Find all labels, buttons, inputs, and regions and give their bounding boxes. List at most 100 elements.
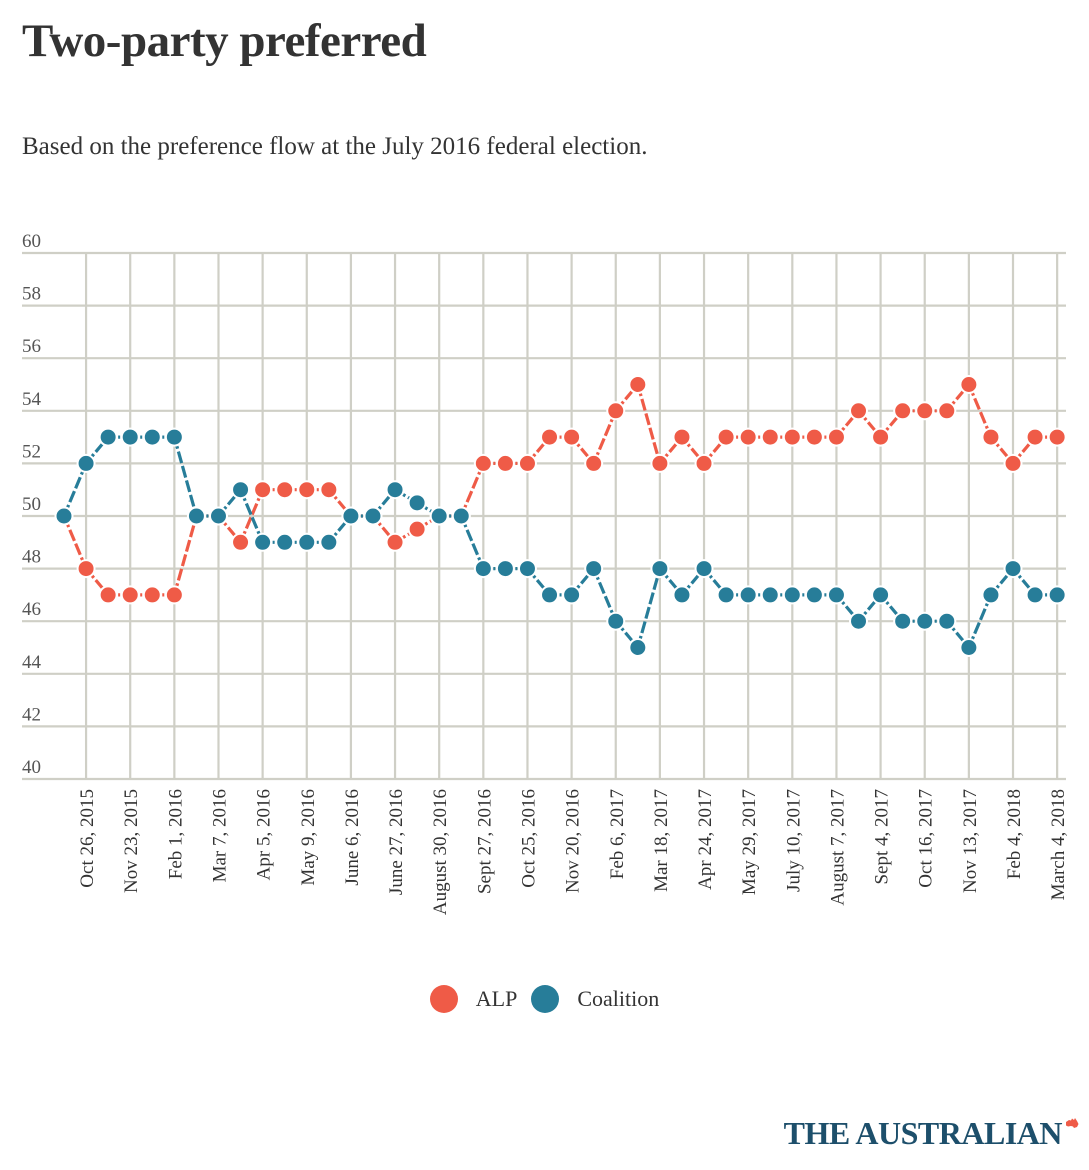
alp-line-segment (172, 515, 198, 596)
coalition-data-point (959, 638, 979, 657)
coalition-data-point (341, 506, 361, 526)
alp-data-point (981, 427, 1001, 447)
alp-data-point (297, 480, 317, 500)
alp-line-segment (459, 462, 485, 517)
x-tick-label: June 27, 2016 (386, 789, 407, 895)
x-tick-label: May 9, 2016 (298, 789, 319, 886)
grid (22, 251, 1066, 781)
x-tick-label: May 29, 2017 (739, 789, 760, 895)
line-chart: 40 42 44 46 48 50 52 54 56 58 60 Oct 26, 2015 Nov 2… (22, 231, 1069, 915)
y-tick-label: 54 (22, 389, 42, 410)
coalition-data-point (738, 585, 758, 605)
alp-data-point (253, 480, 273, 500)
alp-data-point (672, 427, 692, 447)
coalition-data-point (98, 427, 118, 447)
alp-data-point (716, 427, 736, 447)
alp-data-point (650, 453, 670, 473)
alp-data-point (540, 427, 560, 447)
x-tick-label: Feb 4, 2018 (1004, 789, 1025, 879)
coalition-data-point (937, 611, 957, 631)
coalition-data-point (231, 480, 251, 500)
x-tick-label: Feb 6, 2017 (607, 789, 628, 879)
x-tick-label: August 7, 2017 (827, 789, 848, 906)
y-tick-label: 50 (22, 494, 41, 515)
alp-data-point (142, 585, 162, 605)
coalition-data-point (672, 585, 692, 605)
coalition-line-segment (239, 489, 265, 543)
coalition-line-segment (967, 594, 993, 649)
y-tick-label: 46 (22, 599, 41, 620)
y-tick-label: 60 (22, 231, 41, 252)
coalition-data-point (297, 532, 317, 552)
y-tick-label: 56 (22, 336, 41, 357)
australia-map-icon (1066, 1118, 1079, 1128)
alp-data-point (517, 453, 537, 473)
alp-line-segment (592, 410, 618, 465)
y-tick-label: 44 (22, 652, 42, 673)
y-tick-label: 52 (22, 441, 41, 462)
alp-data-point (1047, 427, 1067, 447)
coalition-data-point (54, 506, 74, 526)
alp-line-segment (62, 515, 88, 570)
x-tick-label: Nov 20, 2016 (563, 789, 584, 893)
coalition-data-point (540, 585, 560, 605)
coalition-data-point (253, 532, 273, 552)
alp-data-point (120, 585, 140, 605)
x-tick-label: March 4, 2018 (1048, 789, 1069, 900)
alp-data-point (937, 401, 957, 421)
alp-data-point (562, 427, 582, 447)
publisher-logo[interactable]: THE AUSTRALIAN (784, 1115, 1079, 1152)
coalition-data-point (186, 506, 206, 526)
alp-data-point (871, 427, 891, 447)
coalition-line-segment (172, 436, 198, 517)
x-tick-label: Mar 18, 2017 (651, 789, 672, 892)
coalition-data-point (804, 585, 824, 605)
x-tick-label: June 6, 2016 (342, 789, 363, 886)
coalition-data-point (1025, 585, 1045, 605)
alp-data-point (1025, 427, 1045, 447)
x-tick-label: Sept 27, 2016 (474, 789, 495, 894)
alp-data-point (407, 519, 427, 539)
coalition-data-point (495, 559, 515, 579)
alp-data-point (804, 427, 824, 447)
alp-data-point (164, 585, 184, 605)
coalition-data-point (275, 532, 295, 552)
alp-data-point (826, 427, 846, 447)
alp-data-point (473, 453, 493, 473)
x-tick-label: Mar 7, 2016 (209, 789, 230, 882)
y-tick-label: 48 (22, 547, 41, 568)
alp-data-point (959, 375, 979, 394)
coalition-line-segment (62, 462, 88, 517)
x-tick-label: Oct 26, 2015 (77, 789, 98, 888)
alp-data-point (760, 427, 780, 447)
coalition-data-point (407, 493, 427, 513)
coalition-data-point (363, 506, 383, 526)
coalition-data-point (871, 585, 891, 605)
coalition-data-point (849, 611, 869, 631)
alp-data-point (385, 532, 405, 552)
legend-item-coalition[interactable]: Coalition (531, 985, 659, 1013)
x-tick-label: Oct 25, 2016 (518, 789, 539, 888)
coalition-data-point (782, 585, 802, 605)
alp-data-point (1003, 453, 1023, 473)
x-tick-label: Apr 24, 2017 (695, 789, 716, 890)
legend-item-alp[interactable]: ALP (429, 985, 518, 1013)
legend-label-alp: ALP (475, 986, 518, 1011)
coalition-data-point (760, 585, 780, 605)
alp-data-point (694, 453, 714, 473)
alp-data-point (606, 401, 626, 421)
x-tick-label: Nov 13, 2017 (960, 789, 981, 893)
coalition-data-point (584, 559, 604, 579)
legend-label-coalition: Coalition (577, 986, 660, 1011)
alp-data-point (231, 532, 251, 552)
coalition-data-point (628, 638, 648, 657)
chart-title: Two-party preferred (22, 15, 427, 67)
alp-data-point (849, 401, 869, 421)
x-tick-label: August 30, 2016 (430, 789, 451, 915)
alp-data-point (915, 401, 935, 421)
chart-subtitle: Based on the preference flow at the July… (22, 133, 648, 160)
coalition-data-point (120, 427, 140, 447)
coalition-data-point (142, 427, 162, 447)
coalition-data-point (76, 453, 96, 473)
coalition-data-point (1003, 559, 1023, 579)
